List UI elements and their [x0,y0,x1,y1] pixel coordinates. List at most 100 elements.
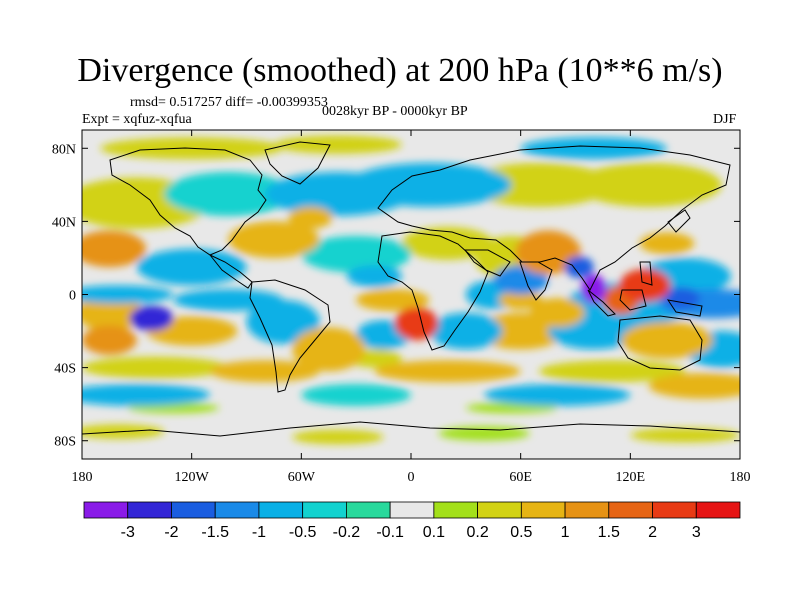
colorbar-label: 3 [692,524,701,541]
x-tick-label: 180 [730,470,751,485]
field-cell [273,135,402,154]
coast-japan [667,209,691,233]
colorbar-box [477,501,522,519]
x-tick-label: 120E [616,470,646,485]
field-cell [493,265,549,295]
field-cell [538,360,686,383]
coast-australia [617,315,703,371]
field-cell [580,274,607,304]
colorbar-label: -2 [164,524,178,541]
field-cell [465,162,613,207]
field-cell [374,360,521,383]
colorbar-box [83,501,129,519]
field-cell [356,289,430,311]
field-cell [529,298,585,328]
coast-greenland [264,141,331,185]
field-cell [246,299,320,344]
field-cell [82,325,137,355]
field-cell [301,236,411,273]
experiment-label: Expt = xqfuz-xqfua [82,112,192,127]
colorbar-box [564,501,610,519]
colorbar-box [695,501,741,519]
colorbar-label: -0.1 [376,524,404,541]
period-label: 0028kyr BP - 0000kyr BP [322,104,468,119]
y-tick-label: 40S [54,362,76,377]
colorbar-box [345,501,391,519]
coast-new-guinea [666,299,703,317]
field-cell [288,206,333,229]
field-cell [292,327,366,372]
colorbar-label: -3 [121,524,135,541]
coast-south-america [249,279,331,393]
field-cell [520,137,667,160]
y-tick-label: 0 [69,289,76,304]
x-tick-label: 0 [408,470,415,485]
field-cell [515,230,581,275]
chart-title: Divergence (smoothed) at 200 hPa (10**6 … [77,52,723,89]
coast-sumatra [587,289,616,317]
x-tick-label: 180 [72,470,93,485]
colorbar-label: 0.5 [510,524,532,541]
season-label: DJF [713,112,737,127]
field-cell [630,427,740,443]
field-cell [136,248,247,286]
y-axis: 80N 40N 0 40S 80S [52,142,740,450]
y-tick-label: 40N [52,215,76,230]
field-cell [173,289,284,311]
field-cell [621,321,713,359]
field-cell [639,232,695,255]
y-tick-label: 80N [52,142,76,157]
field-cell [82,285,174,304]
map-area [82,130,740,459]
colorbar-box [171,501,216,519]
coastlines [82,141,740,437]
stats-label: rmsd= 0.517257 diff= -0.00399353 [130,95,328,110]
coast-india [519,261,553,301]
colorbar-box [433,501,479,519]
field-cell [484,384,631,406]
field-cell [564,256,594,279]
field-cell [347,265,402,288]
field-cell [292,429,384,445]
colorbar-label: -0.5 [289,524,317,541]
x-tick-label: 60E [509,470,532,485]
x-axis: 180 120W 60W 0 60E 120E 180 [72,130,751,485]
colorbar-box [127,501,172,519]
colorbar-label: 0.2 [466,524,488,541]
colorbar-label: -1.5 [201,524,229,541]
field-cell [82,384,210,406]
coast-central-america [209,254,253,289]
coast-philippines [639,261,653,286]
field-cell [619,268,671,302]
field-cell [228,221,320,258]
coast-eurasia [377,145,731,291]
field-cell [498,290,543,310]
colorbar-label: 0.1 [423,524,445,541]
colorbar: -3 -2 -1.5 -1 -0.5 -0.2 -0.1 0.1 0.2 0.5 1 1.5 2 3 [83,501,741,541]
field-cell [82,356,229,379]
colorbar-label: -0.2 [333,524,361,541]
colorbar-box [608,501,653,519]
colorbar-box [652,501,697,519]
colorbar-box [389,501,435,519]
field-cell [575,162,722,207]
colorbar-label: 1.5 [598,524,620,541]
field-cell [401,226,494,260]
field-cell [394,307,439,341]
y-tick-label: 80S [54,435,76,450]
colorbar-label: 1 [561,524,570,541]
colorbar-box [258,501,304,519]
coast-arabia [464,249,511,277]
x-tick-label: 120W [175,470,210,485]
colorbar-label: -1 [252,524,266,541]
colorbar-label: 2 [648,524,657,541]
field-cell [82,294,143,332]
field-cell [429,312,503,350]
colorbar-box [214,501,260,519]
field-cell [82,230,146,268]
coast-north-america [109,147,267,256]
coast-antarctica [82,421,740,437]
x-tick-label: 60W [288,470,316,485]
field-cell [648,373,740,399]
